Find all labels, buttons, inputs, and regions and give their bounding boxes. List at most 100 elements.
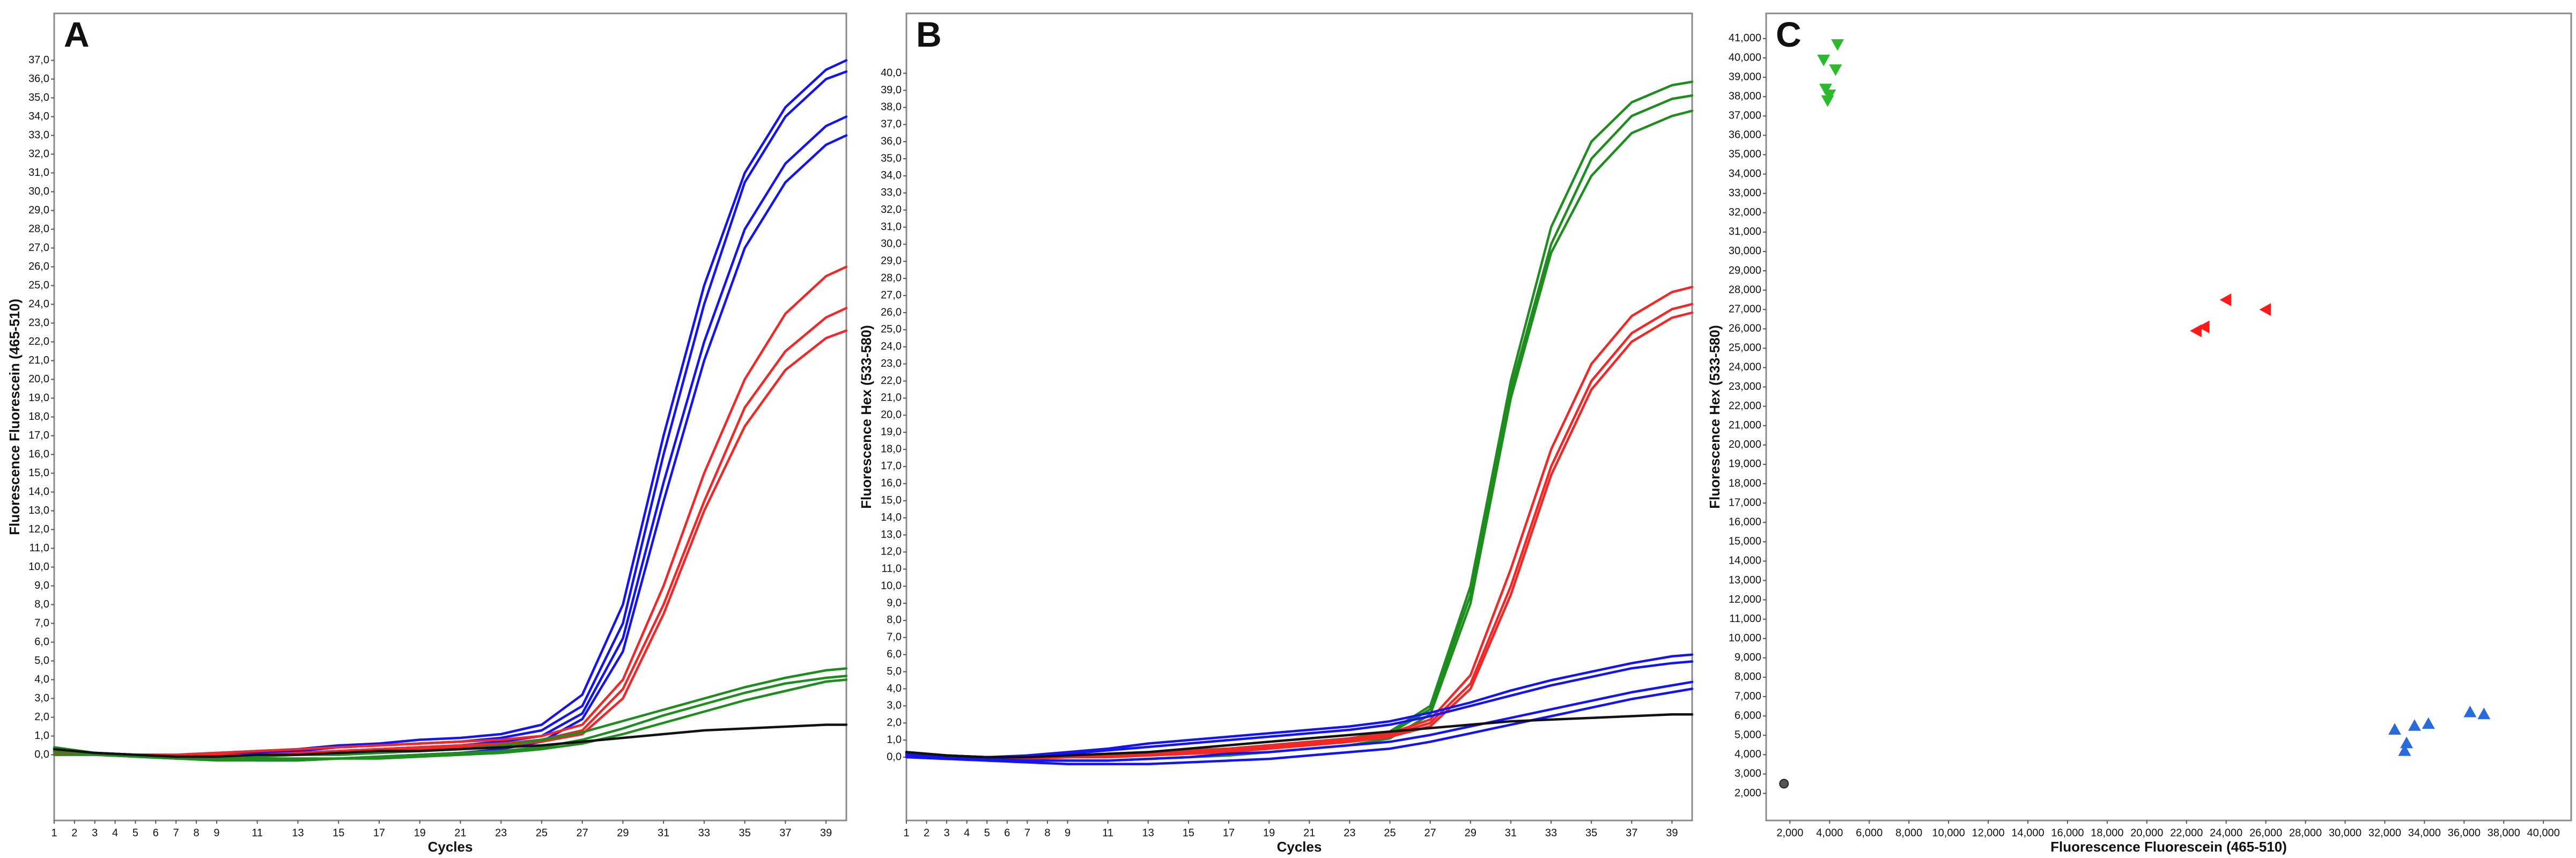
x-tick-label: 17 [373, 827, 385, 839]
x-tick-label: 17 [1223, 827, 1235, 839]
x-tick-label: 29 [1465, 827, 1477, 839]
curve [905, 653, 1694, 759]
y-tick-label: 40,0 [881, 67, 902, 79]
y-tick-label: 24,0 [28, 298, 49, 310]
y-tick-label: 34,0 [28, 110, 49, 122]
x-tick-label: 25 [536, 827, 548, 839]
x-tick-label: 5 [132, 827, 138, 839]
y-tick-label: 4,0 [34, 674, 49, 685]
y-tick-label: 31,0 [28, 167, 49, 179]
y-tick-label: 18,0 [881, 443, 902, 455]
y-tick-label: 0,0 [34, 749, 49, 760]
y-tick-label: 4,0 [887, 683, 902, 694]
x-tick-label: 2 [71, 827, 77, 839]
y-tick-label: 14,000 [1729, 555, 1761, 567]
plot-frame [53, 12, 847, 822]
y-tick-label: 36,000 [1729, 129, 1761, 141]
y-tick-label: 27,0 [881, 289, 902, 301]
x-tick-label: 7 [1024, 827, 1030, 839]
y-tick-label: 13,000 [1729, 574, 1761, 586]
y-tick-label: 23,0 [881, 358, 902, 369]
y-tick-label: 21,000 [1729, 419, 1761, 431]
x-tick-label: 21 [454, 827, 466, 839]
x-tick-label: 34,000 [2408, 827, 2441, 839]
point [1819, 84, 1832, 95]
y-tick-label: 34,0 [881, 169, 902, 181]
y-tick-label: 7,0 [34, 617, 49, 629]
point [2477, 707, 2491, 720]
y-tick-label: 23,0 [28, 317, 49, 329]
curve [905, 713, 1694, 759]
plot-frame [1765, 12, 2572, 822]
y-tick-label: 32,0 [881, 204, 902, 216]
y-tick-label: 30,000 [1729, 245, 1761, 257]
y-tick-label: 12,0 [28, 523, 49, 535]
point [2190, 324, 2202, 337]
x-tick-label: 13 [1142, 827, 1154, 839]
y-tick-label: 21,0 [881, 392, 902, 404]
y-tick-label: 35,000 [1729, 149, 1761, 160]
y-tick-label: 7,000 [1734, 690, 1761, 702]
x-tick-label: 4 [964, 827, 970, 839]
x-tick-label: 32,000 [2368, 827, 2401, 839]
panel: A Cycles Fluorescence Fluorescein (465-510… [6, 12, 848, 855]
x-tick-label: 27 [1424, 827, 1436, 839]
y-tick-label: 8,0 [887, 614, 902, 626]
x-axis-label: Cycles [1277, 839, 1322, 855]
x-tick-label: 2 [924, 827, 929, 839]
x-tick-label: 8 [1044, 827, 1050, 839]
y-tick-label: 20,0 [28, 373, 49, 385]
y-tick-label: 17,000 [1729, 497, 1761, 508]
point [2400, 736, 2413, 749]
y-tick-label: 9,0 [887, 597, 902, 609]
y-tick-label: 15,0 [881, 494, 902, 506]
y-tick-label: 23,000 [1729, 381, 1761, 393]
y-tick-label: 30,0 [881, 238, 902, 250]
x-tick-label: 11 [252, 827, 263, 839]
y-tick-label: 22,0 [881, 375, 902, 387]
y-tick-label: 6,000 [1734, 709, 1761, 721]
curve [905, 681, 1694, 762]
y-tick-label: 34,000 [1729, 168, 1761, 180]
y-tick-label: 3,0 [887, 700, 902, 712]
x-tick-label: 9 [1065, 827, 1071, 839]
y-tick-label: 19,000 [1729, 458, 1761, 470]
y-tick-label: 20,000 [1729, 439, 1761, 450]
y-tick-label: 11,0 [882, 563, 902, 575]
y-tick-label: 15,0 [28, 467, 49, 479]
y-tick-label: 21,0 [28, 354, 49, 366]
x-tick-label: 20,000 [2130, 827, 2163, 839]
x-tick-label: 19 [414, 827, 426, 839]
y-tick-label: 10,000 [1729, 632, 1761, 644]
y-tick-label: 35,0 [881, 152, 902, 164]
y-tick-label: 29,000 [1729, 264, 1761, 276]
x-axis-label: Cycles [428, 839, 473, 855]
y-tick-label: 35,0 [28, 92, 49, 103]
x-tick-label: 31 [658, 827, 669, 839]
x-tick-label: 8 [194, 827, 200, 839]
y-tick-label: 39,0 [881, 84, 902, 96]
panel-letter: B [916, 14, 942, 54]
point [2198, 320, 2210, 334]
y-tick-label: 16,000 [1729, 516, 1761, 528]
y-tick-label: 41,000 [1729, 32, 1761, 44]
y-tick-label: 26,0 [28, 261, 49, 272]
x-tick-label: 23 [1344, 827, 1355, 839]
point [2259, 303, 2271, 316]
y-tick-label: 14,0 [28, 486, 49, 498]
y-tick-label: 17,0 [28, 430, 49, 441]
x-tick-label: 22,000 [2170, 827, 2203, 839]
y-tick-label: 32,0 [28, 148, 49, 160]
x-tick-label: 37 [1626, 827, 1637, 839]
y-tick-label: 22,000 [1729, 400, 1761, 412]
y-tick-label: 29,0 [881, 255, 902, 267]
y-tick-label: 8,0 [34, 598, 49, 610]
point [2463, 705, 2477, 718]
x-tick-label: 19 [1263, 827, 1275, 839]
y-tick-label: 25,000 [1729, 342, 1761, 354]
point [2398, 744, 2411, 756]
curve [905, 311, 1694, 760]
x-tick-label: 27 [577, 827, 588, 839]
